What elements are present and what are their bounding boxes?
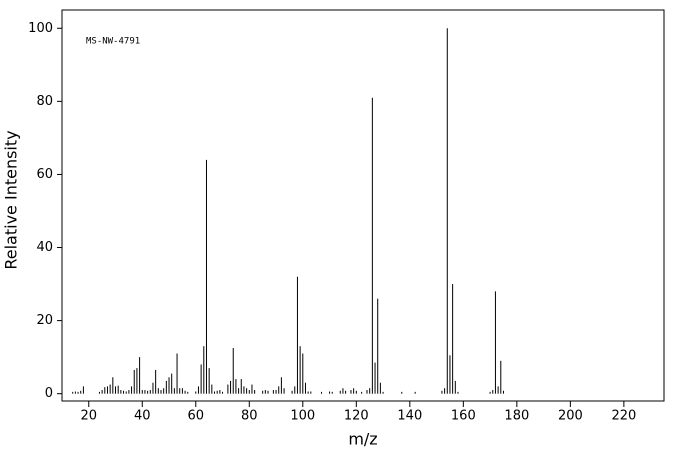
x-tick-label: 140 <box>397 409 422 424</box>
x-axis-label: m/z <box>348 430 377 449</box>
plot-frame <box>61 9 665 402</box>
y-tick-label: 0 <box>45 386 53 401</box>
y-tick-label: 80 <box>36 94 53 109</box>
x-tick-label: 220 <box>611 409 636 424</box>
annotation: MS-NW-4791 <box>86 37 140 47</box>
x-tick-label: 20 <box>80 409 97 424</box>
x-tick-label: 180 <box>504 409 529 424</box>
x-tick-label: 60 <box>188 409 205 424</box>
x-tick-label: 100 <box>290 409 315 424</box>
y-tick-label: 60 <box>36 167 53 182</box>
x-tick-label: 120 <box>344 409 369 424</box>
y-tick-label: 20 <box>36 313 53 328</box>
x-tick-label: 160 <box>451 409 476 424</box>
x-tick-label: 200 <box>558 409 583 424</box>
y-axis-label: Relative Intensity <box>2 130 21 269</box>
x-tick-label: 80 <box>241 409 258 424</box>
y-tick-label: 40 <box>36 240 53 255</box>
x-tick-label: 40 <box>134 409 151 424</box>
y-tick-label: 100 <box>28 21 53 36</box>
